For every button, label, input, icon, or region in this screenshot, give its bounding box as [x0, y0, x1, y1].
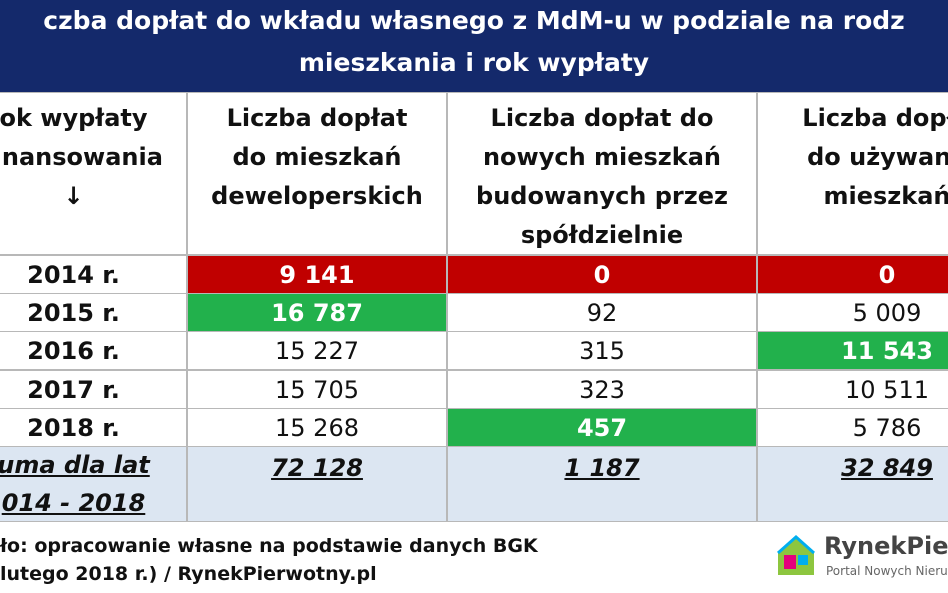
- cell-text: 11 543: [841, 336, 933, 365]
- header-line: Liczba dopłat do: [490, 104, 714, 132]
- table-cell: 0: [757, 255, 948, 294]
- header-cell: Liczba dopła do używany mieszkań: [757, 92, 948, 255]
- header-line: finansowania: [0, 143, 163, 171]
- cell-text: 2015 r.: [27, 298, 120, 327]
- cell-text: 92: [586, 298, 618, 327]
- table-cell: 457: [447, 408, 757, 447]
- table-cell: 2014 r.: [0, 255, 187, 294]
- table-cell: 315: [447, 331, 757, 370]
- cell-text: 15 227: [275, 336, 359, 365]
- cell-text: 15 268: [275, 413, 359, 442]
- total-cell: 72 128: [187, 446, 447, 522]
- cell-text: 2018 r.: [27, 413, 120, 442]
- table-cell: 16 787: [187, 293, 447, 332]
- total-cell: 1 187: [447, 446, 757, 522]
- cell-text: 457: [576, 413, 628, 442]
- total-value: 32 849: [841, 454, 933, 482]
- header-line: mieszkań: [823, 182, 948, 210]
- table-cell: 323: [447, 370, 757, 409]
- source-line: lutego 2018 r.) / RynekPierwotny.pl: [0, 563, 377, 585]
- cell-text: 323: [579, 375, 625, 404]
- cell-text: 315: [579, 336, 625, 365]
- table-cell: 15 268: [187, 408, 447, 447]
- header-line: do używany: [807, 143, 948, 171]
- cell-text: 5 786: [852, 413, 922, 442]
- total-label-cell: uma dla lat 014 - 2018: [0, 446, 187, 522]
- table-cell: 9 141: [187, 255, 447, 294]
- table-cell: 11 543: [757, 331, 948, 370]
- header-line: nowych mieszkań: [482, 143, 722, 171]
- cell-text: 0: [593, 260, 611, 289]
- table-cell: 0: [447, 255, 757, 294]
- header-cell: Liczba dopłat do nowych mieszkań budowanyc…: [447, 92, 757, 255]
- logo-tagline: Portal Nowych Nieruc: [826, 564, 948, 578]
- logo-icon: [777, 534, 815, 575]
- header-line: Liczba dopłat: [226, 104, 408, 132]
- title-line: mieszkania i rok wypłaty: [298, 48, 650, 77]
- header-line: deweloperskich: [211, 182, 423, 210]
- total-cell: 32 849: [757, 446, 948, 522]
- header-cell: Liczba dopłat do mieszkań deweloperskich: [187, 92, 447, 255]
- table-cell: 15 227: [187, 331, 447, 370]
- source-line: ło: opracowanie własne na podstawie dany…: [0, 535, 538, 557]
- table-cell: 92: [447, 293, 757, 332]
- header-line: Liczba dopła: [802, 104, 948, 132]
- table-cell: 15 705: [187, 370, 447, 409]
- table-cell: 5 009: [757, 293, 948, 332]
- header-line: ok wypłaty: [0, 104, 148, 132]
- header-line: spółdzielnie: [520, 221, 684, 249]
- table-cell: 5 786: [757, 408, 948, 447]
- header-line: budowanych przez: [476, 182, 728, 210]
- table-cell: 2015 r.: [0, 293, 187, 332]
- header-line: ↓: [63, 182, 84, 210]
- cell-text: 10 511: [845, 375, 929, 404]
- table-cell: 2016 r.: [0, 331, 187, 370]
- title-line: czba dopłat do wkładu własnego z MdM-u w…: [43, 6, 905, 35]
- cell-text: 15 705: [275, 375, 359, 404]
- total-label-line: 014 - 2018: [1, 489, 146, 517]
- total-value: 72 128: [271, 454, 363, 482]
- cell-text: 0: [878, 260, 896, 289]
- cell-text: 16 787: [271, 298, 363, 327]
- cell-text: 2017 r.: [27, 375, 120, 404]
- cell-text: 2016 r.: [27, 336, 120, 365]
- title-band: czba dopłat do wkładu własnego z MdM-u w…: [0, 0, 948, 92]
- cell-text: 5 009: [852, 298, 922, 327]
- total-label-line: uma dla lat: [0, 451, 150, 479]
- logo-name: RynekPierw: [824, 532, 948, 560]
- table-cell: 2018 r.: [0, 408, 187, 447]
- cell-text: 9 141: [279, 260, 355, 289]
- header-cell: ok wypłaty finansowania ↓: [0, 92, 187, 255]
- cell-text: 2014 r.: [27, 260, 120, 289]
- header-line: do mieszkań: [232, 143, 402, 171]
- total-value: 1 187: [564, 454, 640, 482]
- table-cell: 10 511: [757, 370, 948, 409]
- table-cell: 2017 r.: [0, 370, 187, 409]
